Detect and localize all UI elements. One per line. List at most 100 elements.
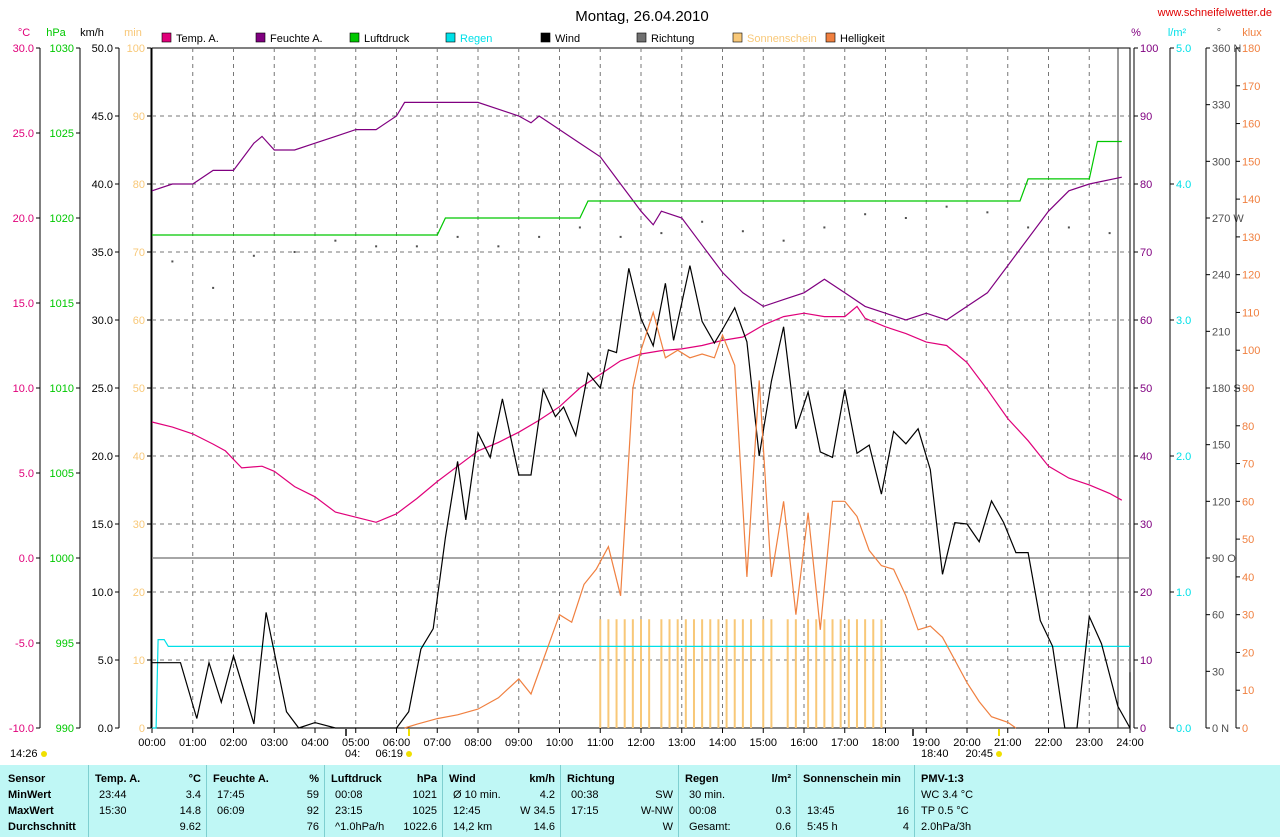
time-tick-label: 02:00 xyxy=(220,737,248,749)
brightness-axis-unit: klux xyxy=(1242,27,1262,39)
brightness-axis-tick-label: 130 xyxy=(1242,232,1260,244)
stats-time: Gesamt: xyxy=(689,821,731,833)
direction-point xyxy=(334,239,337,242)
legend-label: Feuchte A. xyxy=(270,33,323,45)
sunshine-axis-tick-label: 90 xyxy=(133,111,145,123)
temp-axis-tick-label: 5.0 xyxy=(19,468,34,480)
brightness-axis-tick-label: 90 xyxy=(1242,383,1254,395)
legend-label: Wind xyxy=(555,33,580,45)
legend-swatch xyxy=(161,32,172,43)
pressure-axis-tick-label: 990 xyxy=(56,723,74,735)
stats-value: TP 0.5 °C xyxy=(921,805,969,817)
rain-axis-tick-label: 3.0 xyxy=(1176,315,1191,327)
sunrise-icon xyxy=(406,751,412,757)
sunshine-axis-tick-label: 30 xyxy=(133,519,145,531)
stats-header: PMV-1:3 xyxy=(921,773,964,785)
wind-axis-tick-label: 50.0 xyxy=(92,43,113,55)
chart-title: Montag, 26.04.2010 xyxy=(575,8,708,25)
stats-value: 4 xyxy=(902,821,909,833)
chart-series xyxy=(151,101,1131,731)
legend-swatch xyxy=(636,32,647,43)
wind-axis-tick-label: 15.0 xyxy=(92,519,113,531)
stats-time: 00:08 xyxy=(335,789,363,801)
time-tick-label: 01:00 xyxy=(179,737,207,749)
pressure-axis-tick-label: 1010 xyxy=(50,383,74,395)
time-tick-label: 03:00 xyxy=(260,737,288,749)
legend-label: Luftdruck xyxy=(364,33,410,45)
sun-moon-markers: 14:26 04: 06:19 18:40 20:45 xyxy=(10,729,1002,760)
brightness-axis-tick-label: 180 xyxy=(1242,43,1260,55)
direction-point xyxy=(660,232,663,235)
wind-axis-tick-label: 0.0 xyxy=(98,723,113,735)
temp-axis-tick-label: -5.0 xyxy=(15,638,34,650)
time-tick-label: 21:00 xyxy=(994,737,1022,749)
brightness-axis-tick-label: 150 xyxy=(1242,156,1260,168)
time-tick-label: 14:00 xyxy=(709,737,737,749)
brightness-axis-tick-label: 160 xyxy=(1242,119,1260,131)
pressure-axis-tick-label: 1015 xyxy=(50,298,74,310)
direction-point xyxy=(415,245,418,248)
stats-row-label: MinWert xyxy=(8,789,52,801)
humidity-axis-tick-label: 20 xyxy=(1140,587,1152,599)
series-luftdruck-line xyxy=(152,140,1122,236)
wind-axis-tick-label: 45.0 xyxy=(92,111,113,123)
sunshine-axis-tick-label: 40 xyxy=(133,451,145,463)
time-tick-label: 06:00 xyxy=(383,737,411,749)
stats-unit: l/m² xyxy=(771,773,791,785)
direction-point xyxy=(619,235,622,238)
stats-value: 14.6 xyxy=(533,821,555,833)
stats-time: 00:38 xyxy=(571,789,599,801)
pressure-axis-tick-label: 995 xyxy=(56,638,74,650)
sun-icon xyxy=(41,751,47,757)
stats-time: 15:30 xyxy=(99,805,127,817)
sunrise-label: 06:19 xyxy=(375,748,403,760)
stats-value: 4.2 xyxy=(539,789,555,801)
humidity-axis-tick-label: 60 xyxy=(1140,315,1152,327)
time-tick-label: 05:00 xyxy=(342,737,370,749)
brightness-axis-tick-label: 30 xyxy=(1242,610,1254,622)
direction-axis-tick-label: 330 xyxy=(1212,100,1230,112)
stats-dir-col: Richtung 00:38 SW 17:15 W-NW W xyxy=(560,765,679,837)
time-tick-label: 22:00 xyxy=(1035,737,1063,749)
stats-header: Sonnenschein min xyxy=(803,773,901,785)
brightness-axis-tick-label: 40 xyxy=(1242,572,1254,584)
sunset-icon xyxy=(996,751,1002,757)
direction-axis-tick-label: 300 xyxy=(1212,156,1230,168)
direction-point xyxy=(986,211,989,214)
stats-unit: km/h xyxy=(529,773,555,785)
stats-panel: Sensor MinWert MaxWert Durchschnitt Temp. A.… xyxy=(0,765,1280,837)
legend-swatch xyxy=(825,32,836,43)
brightness-axis-tick-label: 140 xyxy=(1242,194,1260,206)
direction-point xyxy=(864,213,867,216)
wind-axis-tick-label: 10.0 xyxy=(92,587,113,599)
site-link[interactable]: www.schneifelwetter.de xyxy=(1157,7,1272,19)
rain-axis-tick-label: 5.0 xyxy=(1176,43,1191,55)
wind-axis-tick-label: 25.0 xyxy=(92,383,113,395)
time-tick-label: 08:00 xyxy=(464,737,492,749)
direction-point xyxy=(252,254,255,257)
humidity-axis-tick-label: 40 xyxy=(1140,451,1152,463)
time-tick-label: 07:00 xyxy=(423,737,451,749)
sunshine-axis-tick-label: 60 xyxy=(133,315,145,327)
stats-rain-col: Regen l/m² 30 min. 00:08 0.3 Gesamt: 0.6 xyxy=(678,765,797,837)
direction-point xyxy=(375,245,378,248)
humidity-axis-tick-label: 70 xyxy=(1140,247,1152,259)
humidity-axis-unit: % xyxy=(1131,27,1141,39)
brightness-axis-tick-label: 20 xyxy=(1242,647,1254,659)
temp-axis-tick-label: -10.0 xyxy=(9,723,34,735)
stats-time: ^1.0hPa/h xyxy=(335,821,385,833)
direction-point xyxy=(945,205,948,208)
direction-axis-tick-label: 120 xyxy=(1212,496,1230,508)
direction-point xyxy=(578,226,581,229)
humidity-axis-tick-label: 0 xyxy=(1140,723,1146,735)
sunshine-axis-tick-label: 20 xyxy=(133,587,145,599)
stats-header: Sensor xyxy=(8,773,46,785)
stats-value: 59 xyxy=(306,789,319,801)
pressure-axis-unit: hPa xyxy=(46,27,66,39)
stats-time: 12:45 xyxy=(453,805,481,817)
direction-axis-tick-label: 180 S xyxy=(1212,383,1241,395)
stats-time: 17:45 xyxy=(217,789,245,801)
sunshine-bars xyxy=(599,619,883,728)
sunshine-axis-tick-label: 80 xyxy=(133,179,145,191)
direction-axis-tick-label: 0 N xyxy=(1212,723,1229,735)
